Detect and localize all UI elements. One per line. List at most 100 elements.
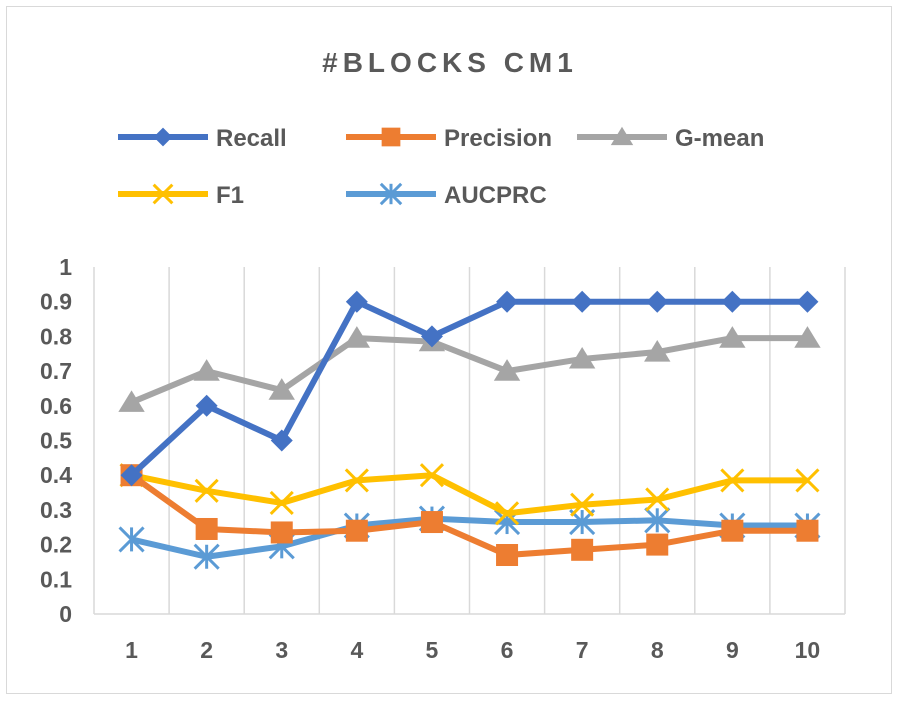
y-tick-label: 0.8 — [40, 323, 72, 349]
data-point — [644, 340, 671, 362]
data-point — [794, 326, 821, 348]
data-point — [496, 290, 519, 313]
marker-stroke — [419, 463, 445, 488]
data-point — [795, 468, 820, 493]
marker-stroke — [152, 183, 174, 205]
y-tick-label: 0.2 — [40, 532, 72, 558]
data-point — [646, 290, 669, 313]
series-line — [130, 472, 808, 517]
data-point — [345, 290, 368, 313]
data-point — [381, 127, 401, 147]
y-tick-label: 0.6 — [40, 393, 72, 419]
data-point — [721, 519, 744, 542]
data-point — [720, 468, 745, 493]
x-tick-label: 7 — [576, 637, 589, 663]
x-tick-label: 2 — [200, 637, 213, 663]
data-point — [270, 521, 293, 544]
data-point — [420, 325, 443, 348]
marker-stroke — [795, 468, 820, 493]
data-point — [153, 127, 173, 147]
legend-item-g-mean: G-mean — [577, 125, 764, 152]
legend-item-aucprc: AUCPRC — [346, 182, 547, 209]
series-line — [130, 335, 808, 406]
data-point — [796, 519, 819, 542]
x-tick-label: 9 — [726, 637, 739, 663]
legend-item-recall: Recall — [118, 125, 287, 152]
chart-title: #BLOCKS CM1 — [322, 47, 578, 78]
data-point — [644, 507, 671, 534]
data-point — [493, 359, 521, 381]
legend-label: G-mean — [675, 125, 764, 152]
data-point — [120, 464, 143, 487]
legend-label: Recall — [216, 125, 287, 152]
y-tick-label: 0.4 — [40, 462, 72, 488]
series-line — [129, 472, 808, 559]
data-point — [571, 538, 594, 561]
data-point — [343, 326, 371, 348]
data-point — [195, 394, 218, 417]
data-point — [419, 463, 445, 488]
y-tick-label: 0.7 — [40, 358, 72, 384]
x-tick-label: 5 — [426, 637, 439, 663]
series-g-mean — [118, 326, 821, 412]
data-point — [195, 517, 218, 540]
legend-item-precision: Precision — [346, 125, 552, 152]
data-point — [344, 468, 369, 493]
data-point — [796, 290, 819, 313]
series-recall — [120, 290, 819, 487]
y-axis: 0 0.1 0.2 0.3 0.4 0.5 0.6 0.7 0.8 0.9 1 — [40, 254, 72, 627]
x-axis: 1 2 3 4 5 6 7 8 9 10 — [125, 637, 820, 663]
y-tick-label: 0 — [59, 601, 72, 627]
x-tick-label: 1 — [125, 637, 138, 663]
y-tick-label: 0.9 — [40, 289, 72, 315]
data-point — [152, 183, 174, 205]
data-point — [719, 326, 746, 348]
data-point — [270, 429, 293, 452]
x-tick-label: 4 — [350, 637, 363, 663]
data-point — [610, 126, 634, 146]
data-point — [193, 359, 220, 381]
x-tick-label: 8 — [651, 637, 664, 663]
legend-label: Precision — [444, 125, 552, 152]
series-line — [130, 515, 808, 560]
y-tick-label: 0.3 — [40, 497, 72, 523]
data-point — [420, 511, 443, 534]
data-point — [645, 487, 670, 512]
data-point — [571, 290, 594, 313]
marker-stroke — [570, 492, 595, 517]
data-point — [570, 492, 595, 517]
x-tick-label: 3 — [275, 637, 288, 663]
x-tick-label: 6 — [501, 637, 514, 663]
series-line — [129, 298, 808, 478]
data-point — [118, 390, 145, 412]
marker-stroke — [645, 487, 670, 512]
data-point — [193, 543, 220, 570]
y-tick-label: 0.5 — [40, 428, 72, 454]
y-tick-label: 1 — [59, 254, 72, 280]
marker-stroke — [194, 478, 219, 503]
data-point — [496, 544, 519, 567]
marker-stroke — [344, 468, 369, 493]
data-point — [568, 346, 596, 369]
data-point — [268, 378, 295, 400]
grid — [93, 267, 846, 615]
marker-stroke — [494, 501, 520, 526]
data-point — [379, 182, 403, 206]
legend-label: F1 — [216, 182, 244, 209]
data-point — [118, 526, 145, 553]
y-tick-label: 0.1 — [40, 566, 72, 592]
data-point — [721, 290, 744, 313]
marker-stroke — [720, 468, 745, 493]
legend: Recall Precision G-mean F1 AUCPRC — [118, 125, 764, 209]
data-point — [269, 490, 294, 516]
series — [118, 290, 821, 570]
series-precision — [120, 464, 819, 567]
data-point — [345, 519, 368, 542]
legend-label: AUCPRC — [444, 182, 547, 209]
data-point — [646, 533, 669, 556]
data-point — [194, 478, 219, 503]
marker-stroke — [269, 490, 294, 516]
x-tick-label: 10 — [795, 637, 821, 663]
data-point — [494, 501, 520, 526]
